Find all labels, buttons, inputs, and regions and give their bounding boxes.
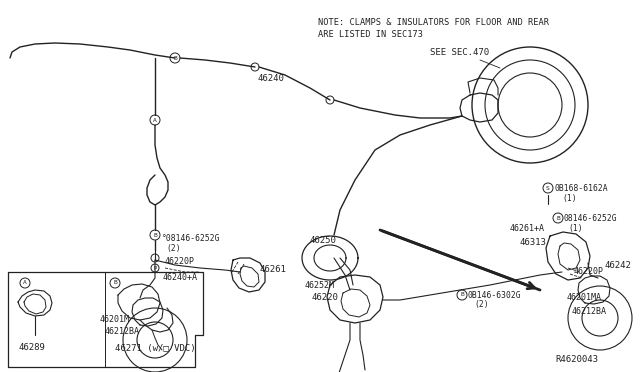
Text: 08146-6252G: 08146-6252G: [564, 214, 618, 222]
Text: 46201MA: 46201MA: [567, 294, 602, 302]
Text: B: B: [113, 280, 117, 285]
Text: 46220: 46220: [312, 294, 339, 302]
Text: R4620043: R4620043: [555, 356, 598, 365]
Text: ARE LISTED IN SEC173: ARE LISTED IN SEC173: [318, 30, 423, 39]
Text: SEE SEC.470: SEE SEC.470: [430, 48, 489, 57]
Text: (2): (2): [166, 244, 180, 253]
Text: °08146-6252G: °08146-6252G: [162, 234, 221, 243]
Text: 46220P: 46220P: [574, 267, 604, 276]
Text: 46261+A: 46261+A: [510, 224, 545, 232]
Text: 46242: 46242: [605, 260, 632, 269]
Text: S: S: [546, 186, 550, 190]
Text: 46240: 46240: [258, 74, 285, 83]
Text: 46220P: 46220P: [165, 257, 195, 266]
Text: 46250: 46250: [310, 235, 337, 244]
Text: (1): (1): [568, 224, 582, 232]
Text: B: B: [153, 232, 157, 237]
Text: 46252M: 46252M: [305, 280, 335, 289]
Text: 46261: 46261: [260, 266, 287, 275]
Text: 46240+A: 46240+A: [163, 273, 198, 282]
Text: B: B: [173, 55, 177, 61]
Text: (1): (1): [562, 193, 577, 202]
Text: 46212BA: 46212BA: [572, 308, 607, 317]
Text: 46313: 46313: [520, 237, 547, 247]
Text: A: A: [23, 280, 27, 285]
Text: P: P: [154, 266, 157, 270]
Text: 0B168-6162A: 0B168-6162A: [555, 183, 609, 192]
Text: 0B146-6302G: 0B146-6302G: [468, 291, 522, 299]
Text: 46289: 46289: [18, 343, 45, 353]
Text: B: B: [556, 215, 560, 221]
Text: 46201M: 46201M: [100, 315, 130, 324]
Text: NOTE: CLAMPS & INSULATORS FOR FLOOR AND REAR: NOTE: CLAMPS & INSULATORS FOR FLOOR AND …: [318, 18, 549, 27]
Text: B: B: [460, 292, 464, 298]
Text: (2): (2): [474, 301, 488, 310]
Text: 46271 (w/□ VDC): 46271 (w/□ VDC): [115, 343, 196, 353]
Text: 46212BA: 46212BA: [105, 327, 140, 337]
Text: A: A: [153, 118, 157, 122]
